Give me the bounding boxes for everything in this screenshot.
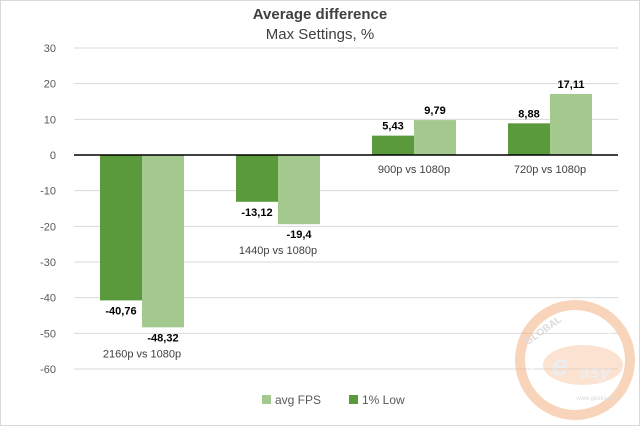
data-label: 9,79 bbox=[424, 105, 445, 117]
y-tick-label: 10 bbox=[44, 114, 56, 126]
bar-1-low bbox=[508, 123, 550, 155]
legend-swatch bbox=[349, 395, 358, 404]
svg-text:asy: asy bbox=[580, 362, 611, 382]
bar-avg-fps bbox=[550, 93, 592, 155]
data-label: 8,88 bbox=[518, 108, 539, 120]
bar-1-low bbox=[100, 155, 142, 301]
bar-avg-fps bbox=[142, 155, 184, 328]
bar-1-low bbox=[372, 135, 414, 155]
y-tick-label: -30 bbox=[40, 257, 56, 269]
y-tick-label: -10 bbox=[40, 186, 56, 198]
y-tick-label: 30 bbox=[44, 43, 56, 55]
category-label: 900p vs 1080p bbox=[378, 164, 450, 176]
data-label: -40,76 bbox=[105, 305, 136, 317]
bar-avg-fps bbox=[414, 120, 456, 155]
data-label: -19,4 bbox=[286, 229, 312, 241]
y-tick-label: -40 bbox=[40, 293, 56, 305]
data-label: 5,43 bbox=[382, 121, 403, 133]
category-label: 1440p vs 1080p bbox=[239, 245, 317, 257]
y-tick-label: 20 bbox=[44, 79, 56, 91]
svg-text:www.geeks.com: www.geeks.com bbox=[575, 396, 619, 402]
svg-text:e: e bbox=[552, 349, 569, 382]
category-label: 2160p vs 1080p bbox=[103, 348, 181, 360]
y-tick-label: -20 bbox=[40, 221, 56, 233]
legend-label: avg FPS bbox=[275, 393, 321, 407]
data-label: 17,11 bbox=[558, 79, 585, 91]
legend-swatch bbox=[262, 395, 271, 404]
legend-label: 1% Low bbox=[362, 393, 405, 407]
y-tick-label: -50 bbox=[40, 328, 56, 340]
category-label: 720p vs 1080p bbox=[514, 164, 586, 176]
bar-1-low bbox=[236, 155, 278, 202]
data-label: -48,32 bbox=[147, 332, 178, 344]
y-tick-label: 0 bbox=[50, 150, 56, 162]
data-label: -13,12 bbox=[241, 207, 272, 219]
y-tick-label: -60 bbox=[40, 364, 56, 376]
chart-subtitle: Max Settings, % bbox=[265, 26, 375, 43]
chart-title: Average difference bbox=[252, 6, 388, 23]
bar-avg-fps bbox=[278, 155, 320, 225]
